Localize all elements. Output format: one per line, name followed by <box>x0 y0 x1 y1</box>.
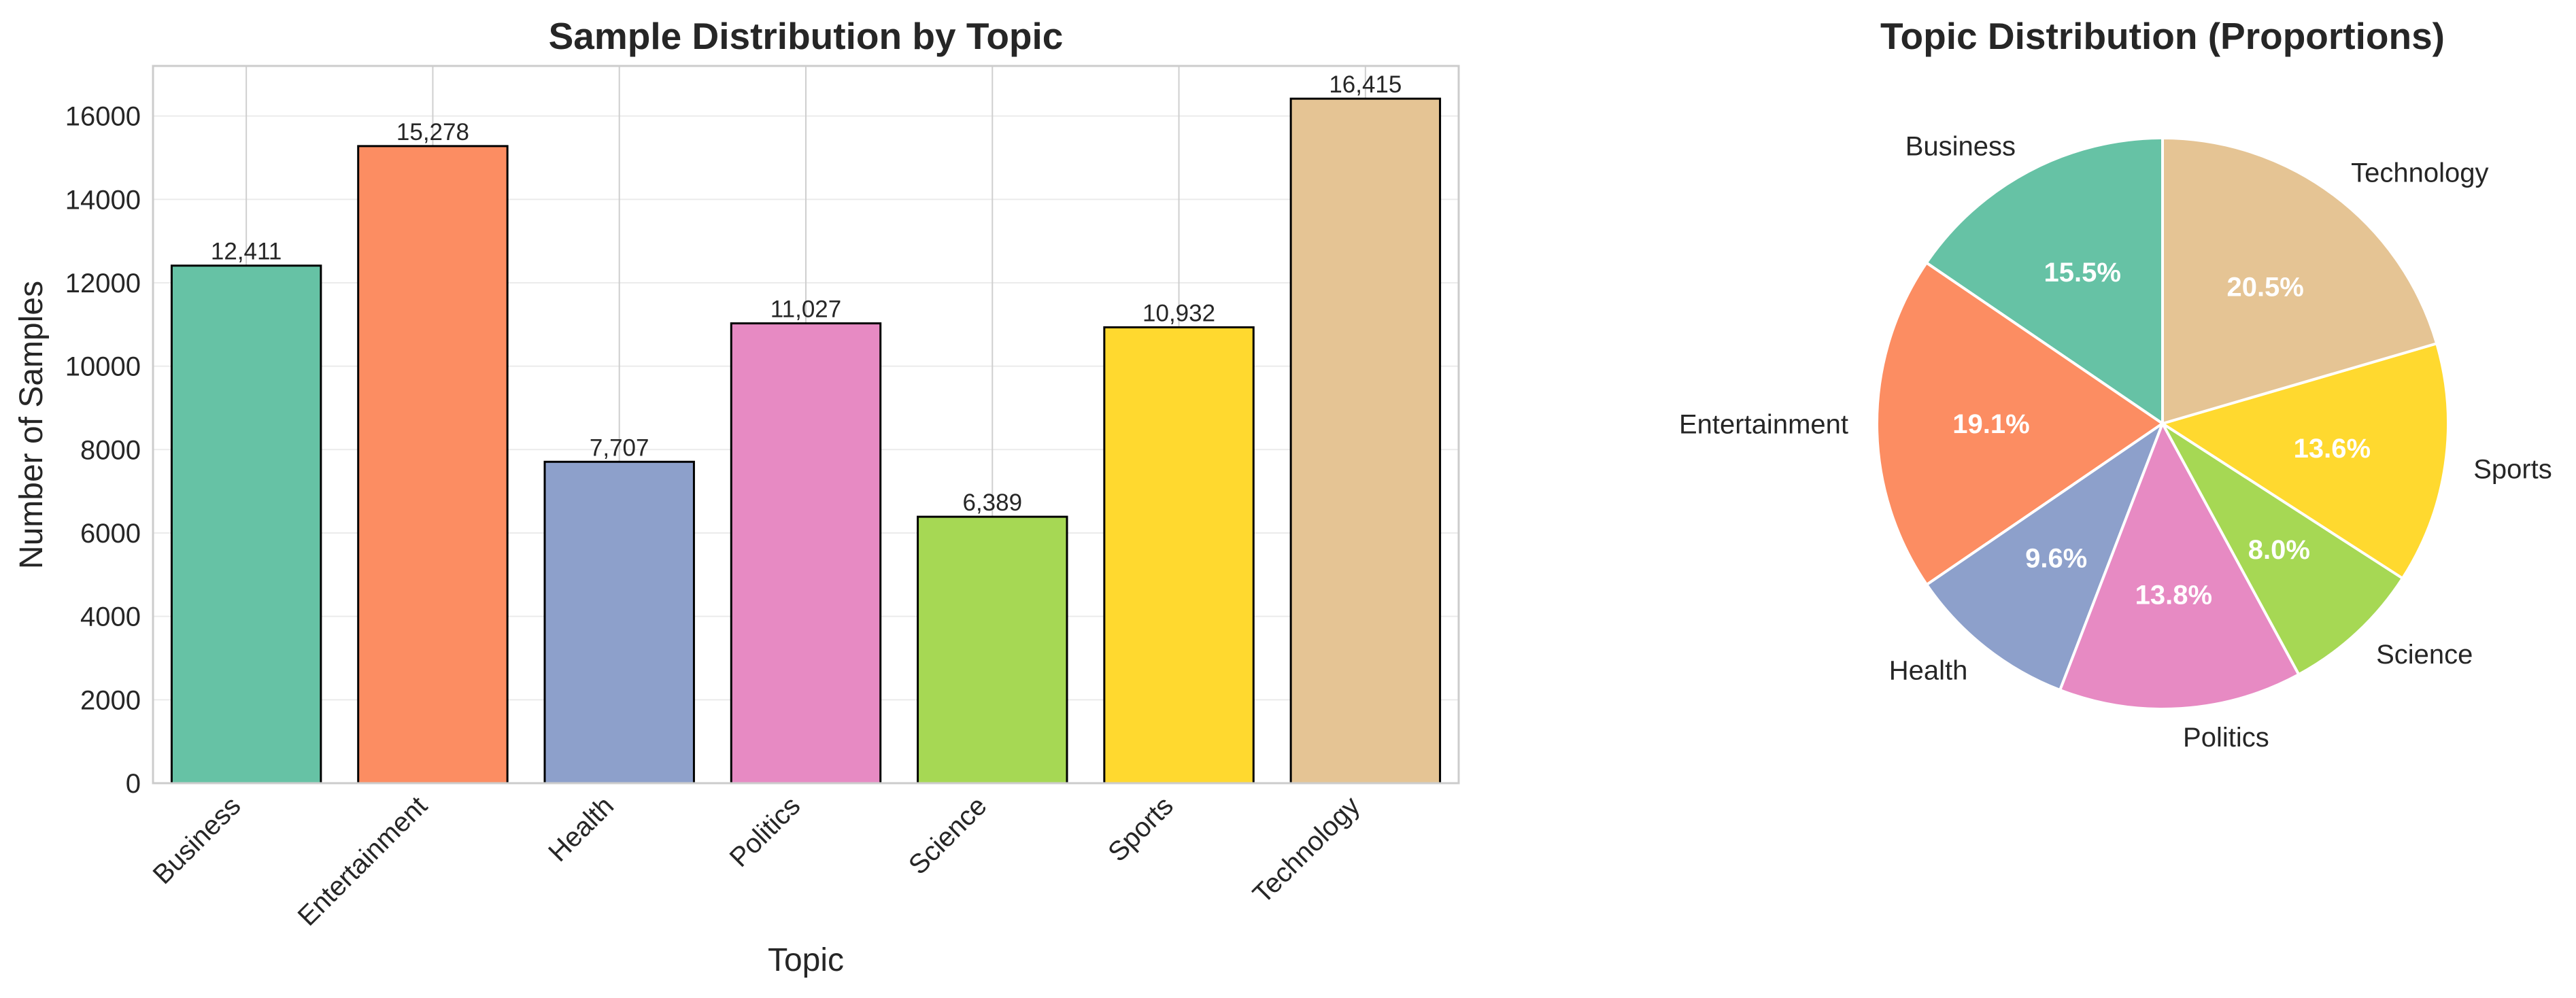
pie-chart: Topic Distribution (Proportions) 15.5% Bu… <box>1679 15 2552 753</box>
y-axis-ticks: 0 2000 4000 6000 8000 10000 12000 14000 16000 <box>65 102 141 799</box>
bar-value-label: 12,411 <box>211 239 282 265</box>
y-tick-label: 12000 <box>65 269 141 298</box>
y-tick-label: 10000 <box>65 352 141 382</box>
bar-health <box>543 460 695 785</box>
bar-series: 12,411 15,278 7,707 11,027 6,389 10,932 16,415 <box>170 71 1442 785</box>
y-axis-label: Number of Samples <box>14 281 50 569</box>
pie-chart-title: Topic Distribution (Proportions) <box>1880 15 2445 57</box>
bar-value-label: 11,027 <box>770 296 841 323</box>
pie-slice-business <box>1925 137 2164 425</box>
bar-entertainment <box>357 145 509 785</box>
y-tick-label: 6000 <box>80 519 141 549</box>
bar-value-label: 7,707 <box>590 434 649 461</box>
bar-value-label: 16,415 <box>1329 71 1402 98</box>
bar-technology <box>1289 97 1442 785</box>
x-tick-label: Health <box>543 791 620 867</box>
pie-category-label: Science <box>2376 640 2473 670</box>
pie-percent-label: 8.0% <box>2248 535 2310 565</box>
pie-labels: 15.5% Business 19.1% Entertainment 9.6% Healt… <box>1679 132 2552 753</box>
pie-slices <box>1876 137 2450 710</box>
x-tick-label: Science <box>903 791 993 880</box>
pie-slice-health <box>1925 422 2164 692</box>
bar-chart: Sample Distribution by Topic 12,411 15,27… <box>14 15 1460 978</box>
bar-value-label: 15,278 <box>396 119 469 145</box>
pie-percent-label: 15.5% <box>2044 258 2120 288</box>
bar-value-label: 6,389 <box>962 489 1022 516</box>
x-tick-label: Entertainment <box>292 791 433 931</box>
pie-category-label: Technology <box>2351 158 2488 188</box>
pie-percent-label: 13.6% <box>2294 434 2371 464</box>
pie-category-label: Entertainment <box>1679 409 1848 439</box>
x-tick-label: Sports <box>1102 791 1179 867</box>
pie-slice-science <box>2161 422 2404 676</box>
y-tick-label: 0 <box>126 769 141 799</box>
pie-slice-entertainment <box>1876 261 2164 587</box>
pie-category-label: Health <box>1889 655 1968 685</box>
pie-percent-label: 13.8% <box>2135 580 2212 610</box>
bar-sports <box>1103 326 1255 785</box>
x-axis-ticks: Business Entertainment Health Politics Scien… <box>148 791 1366 931</box>
y-tick-label: 4000 <box>80 602 141 632</box>
bar-chart-title: Sample Distribution by Topic <box>549 15 1064 57</box>
y-tick-label: 8000 <box>80 435 141 465</box>
bar-business <box>170 264 322 785</box>
pie-percent-label: 20.5% <box>2226 272 2303 302</box>
pie-category-label: Sports <box>2473 454 2552 484</box>
y-tick-label: 16000 <box>65 102 141 132</box>
bar-value-label: 10,932 <box>1142 300 1215 326</box>
bar-science <box>917 515 1068 785</box>
pie-category-label: Politics <box>2183 723 2269 753</box>
y-tick-label: 14000 <box>65 185 141 215</box>
x-tick-label: Business <box>148 791 247 890</box>
pie-slice-technology <box>2161 137 2439 425</box>
bar-politics <box>730 322 882 785</box>
pie-category-label: Business <box>1905 132 2016 162</box>
bar-plot-frame <box>152 65 1460 785</box>
pie-slice-sports <box>2161 342 2450 580</box>
pie-slice-politics <box>2058 422 2301 710</box>
y-tick-label: 2000 <box>80 685 141 715</box>
x-tick-label: Technology <box>1247 791 1366 909</box>
x-tick-label: Politics <box>724 791 807 873</box>
pie-percent-label: 9.6% <box>2025 544 2087 574</box>
pie-percent-label: 19.1% <box>1952 409 2029 439</box>
x-axis-label: Topic <box>768 942 844 978</box>
